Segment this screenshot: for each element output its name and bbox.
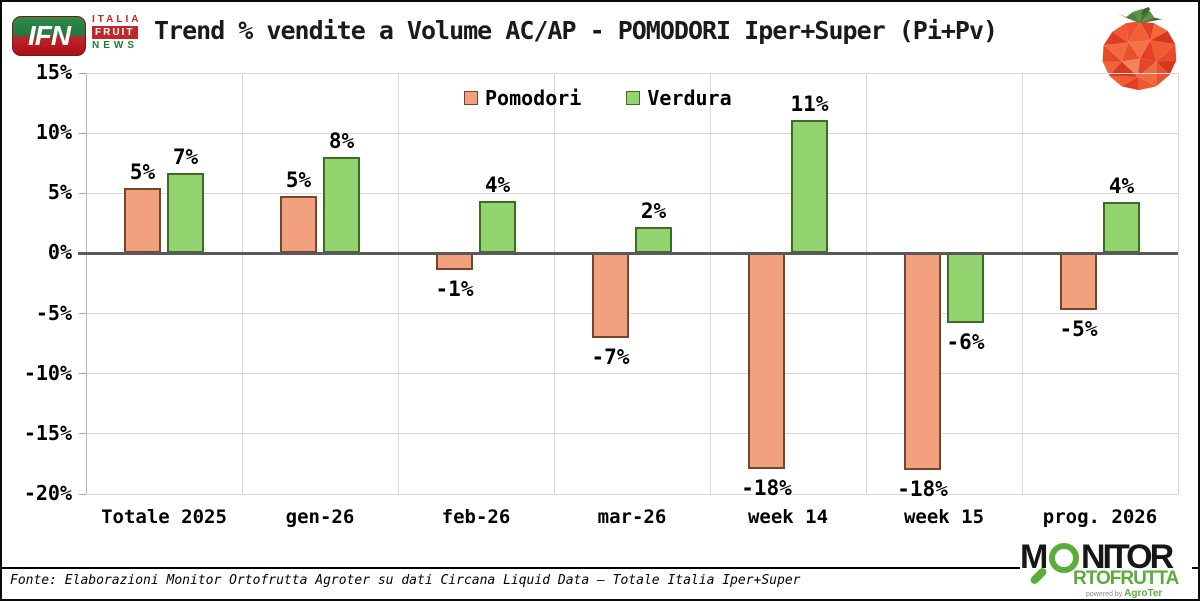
- axis-tick: [79, 313, 86, 315]
- bar-value-label: 5%: [129, 160, 156, 185]
- y-tick-label: -5%: [35, 300, 72, 325]
- x-axis-label: Totale 2025: [101, 506, 227, 528]
- monitor-logo-nitor: NITOR: [1081, 538, 1174, 576]
- gridline-h: [86, 373, 1178, 375]
- y-tick-label: 15%: [35, 60, 72, 84]
- ifn-fruit-label: FRUIT: [92, 26, 138, 39]
- bar-verdura: [947, 253, 984, 324]
- ifn-logo: IFN ITALIA FRUIT NEWS: [12, 14, 152, 60]
- y-tick-label: 0%: [47, 240, 72, 265]
- ifn-badge: IFN: [12, 16, 86, 56]
- gridline-h: [86, 192, 1178, 194]
- bar-pomodori: [280, 195, 317, 254]
- legend-swatch-pomodori: [464, 91, 478, 105]
- axis-tick: [79, 72, 86, 74]
- axis-tick: [79, 433, 86, 435]
- plot-area: 15% 10% 5% 0% -5% -10% -15% -20% 5% 7% Totale 2025…: [24, 60, 1179, 528]
- bar-verdura: [635, 226, 672, 254]
- x-axis-label: gen-26: [285, 506, 355, 528]
- bar-value-label: 4%: [484, 172, 511, 197]
- bar-pomodori: [592, 253, 629, 338]
- axis-tick: [79, 373, 86, 375]
- gridline-h: [86, 132, 1178, 134]
- y-tick-label: -20%: [23, 481, 72, 505]
- gridline-v: [865, 73, 867, 494]
- x-axis-label: prog. 2026: [1042, 506, 1158, 528]
- gridline-v: [709, 73, 711, 494]
- y-tick-label: 10%: [35, 120, 72, 145]
- bar-pomodori: [904, 253, 941, 470]
- bar-verdura: [479, 200, 516, 254]
- x-axis-label: mar-26: [597, 506, 667, 528]
- y-tick-label: -10%: [23, 360, 72, 385]
- monitor-ortofrutta-logo: M NITOR RTOFRUTTA powered by AgroTer: [1020, 538, 1192, 599]
- zero-line: [78, 251, 1178, 255]
- bar-value-label: 4%: [1108, 173, 1135, 198]
- y-axis-line: [85, 73, 87, 494]
- bar-value-label: 11%: [790, 91, 829, 116]
- gridline-h: [86, 493, 1178, 495]
- bar-value-label: 5%: [285, 167, 312, 192]
- monitor-logo-ortofrutta: RTOFRUTTA: [1073, 568, 1179, 589]
- legend-entry-verdura: Verdura: [626, 86, 732, 110]
- source-note: Fonte: Elaborazioni Monitor Ortofrutta A…: [10, 573, 801, 588]
- bar-pomodori: [436, 253, 473, 271]
- bar-verdura: [1103, 201, 1140, 254]
- bar-pomodori: [124, 188, 161, 254]
- legend-swatch-verdura: [626, 91, 641, 105]
- y-tick-label: -15%: [23, 420, 72, 445]
- footer-divider: [2, 567, 1198, 569]
- bar-pomodori: [748, 253, 785, 469]
- ifn-news-label: NEWS: [92, 40, 138, 51]
- ifn-italia-label: ITALIA: [92, 14, 142, 25]
- legend-label-pomodori: Pomodori: [485, 86, 582, 110]
- chart-title: Trend % vendite a Volume AC/AP - POMODOR…: [154, 16, 998, 45]
- bar-value-label: -6%: [946, 330, 985, 355]
- axis-tick: [79, 132, 86, 134]
- axis-tick: [79, 192, 86, 194]
- bar-verdura: [167, 172, 204, 254]
- bar-value-label: -1%: [435, 277, 474, 302]
- gridline-v: [553, 73, 555, 494]
- gridline-h: [86, 72, 1178, 74]
- bar-pomodori: [1060, 253, 1097, 310]
- legend-label-verdura: Verdura: [647, 86, 732, 110]
- bar-value-label: -18%: [741, 475, 792, 500]
- ifn-logo-text: ITALIA FRUIT NEWS: [92, 14, 141, 51]
- legend: Pomodori Verdura: [464, 86, 732, 110]
- gridline-v: [241, 73, 243, 494]
- bar-value-label: 7%: [172, 144, 199, 169]
- gridline-v: [1177, 73, 1179, 494]
- agroter-brand: AgroTer: [1124, 588, 1163, 599]
- axis-tick: [79, 493, 86, 495]
- magnifier-icon: [1049, 543, 1079, 573]
- powered-by-text: powered by: [1086, 591, 1123, 598]
- y-tick-label: 5%: [47, 180, 72, 205]
- bar-verdura: [323, 157, 360, 254]
- bar-value-label: -7%: [591, 344, 630, 369]
- gridline-v: [397, 73, 399, 494]
- gridline-h: [86, 433, 1178, 435]
- gridline-v: [1021, 73, 1023, 494]
- gridline-h: [86, 313, 1178, 315]
- bar-value-label: -18%: [897, 476, 948, 501]
- powered-by-label: powered by AgroTer: [1086, 588, 1162, 599]
- bar-value-label: -5%: [1059, 316, 1098, 341]
- bar-value-label: 2%: [640, 198, 667, 223]
- bar-value-label: 8%: [328, 129, 355, 154]
- x-axis-label: feb-26: [441, 506, 511, 528]
- bar-verdura: [791, 119, 828, 254]
- legend-entry-pomodori: Pomodori: [464, 86, 581, 110]
- x-axis-label: week 14: [747, 506, 829, 528]
- x-axis-label: week 15: [903, 506, 985, 528]
- tomato-icon: [1102, 6, 1177, 91]
